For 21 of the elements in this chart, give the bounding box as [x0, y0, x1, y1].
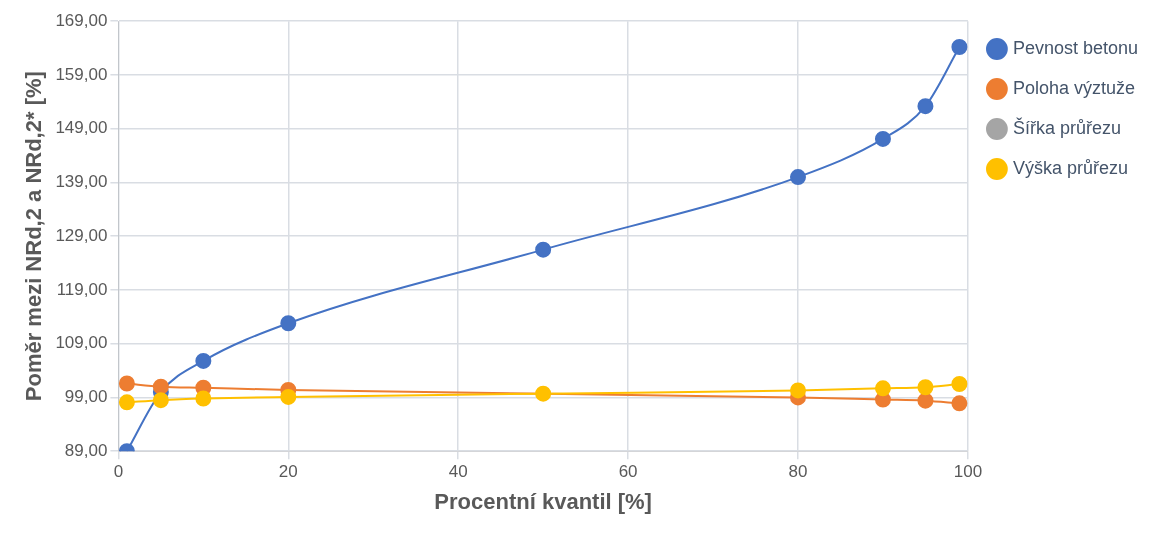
- x-tick-label: 100: [953, 462, 983, 482]
- y-tick-label: 159,00: [55, 64, 108, 84]
- x-tick-label: 40: [448, 462, 468, 482]
- x-tick-label: 80: [788, 462, 808, 482]
- x-tick-label: 60: [618, 462, 638, 482]
- legend-label: Pevnost betonu: [1012, 37, 1139, 58]
- y-tick-label: 119,00: [56, 279, 108, 299]
- legend-label: Poloha výztuže: [1012, 77, 1135, 98]
- x-axis-title: Procentní kvantil [%]: [434, 488, 652, 514]
- legend-label: Výška průřezu: [1012, 157, 1128, 178]
- legend-label: Šířka průřezu: [1012, 116, 1121, 138]
- y-tick-label: 169,00: [55, 10, 108, 30]
- y-axis-title: Poměr mezi NRd,2 a NRd,2* [%]: [21, 71, 47, 402]
- x-tick-label: 0: [113, 462, 124, 482]
- y-tick-label: 149,00: [55, 118, 108, 138]
- y-tick-label: 99,00: [64, 387, 108, 407]
- y-tick-label: 129,00: [55, 225, 108, 245]
- y-tick-label: 109,00: [55, 333, 108, 353]
- x-tick-label: 20: [278, 462, 298, 482]
- y-tick-label: 139,00: [55, 172, 108, 192]
- y-tick-label: 89,00: [64, 440, 108, 460]
